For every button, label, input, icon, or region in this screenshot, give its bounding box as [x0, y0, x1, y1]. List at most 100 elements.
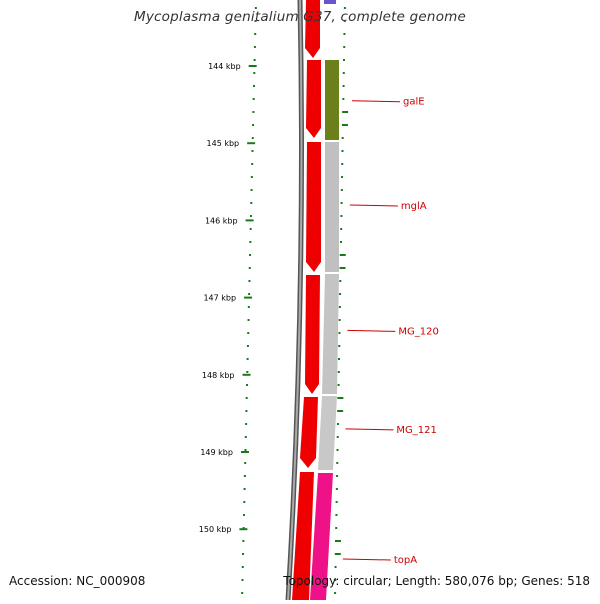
- gc-skew-dot: [338, 332, 341, 334]
- coordinate-ticks: 144 kbp 145 kbp 146 kbp 147 kbp 148 kbp 149 k…: [199, 62, 257, 534]
- backbone-ring-light: [287, 0, 303, 601]
- gc-skew-dot: [335, 488, 338, 490]
- gene-track: [310, 0, 339, 600]
- gc-skew-dot: [334, 553, 341, 555]
- gc-skew-dot: [248, 280, 251, 282]
- gc-skew-dot: [254, 7, 257, 9]
- gc-skew-dot: [247, 332, 250, 334]
- gc-skew-dot: [334, 592, 337, 594]
- gc-skew-dot: [241, 579, 244, 581]
- cds-block: [292, 472, 314, 600]
- gc-skew-dot: [254, 33, 257, 35]
- gene-label-galE: galE: [403, 97, 425, 108]
- gc-skew-dot: [338, 306, 341, 308]
- gc-skew-dot: [342, 98, 345, 100]
- gc-skew-dot: [335, 527, 338, 529]
- gene-leader-line: [347, 329, 396, 332]
- gc-skew-right-trace: [334, 7, 349, 594]
- gc-skew-dot: [249, 215, 252, 217]
- gc-skew-dot: [342, 85, 345, 87]
- gc-skew-dot: [250, 189, 253, 191]
- gc-skew-dot: [337, 371, 340, 373]
- gc-skew-dot: [249, 228, 252, 230]
- gc-skew-dot: [343, 33, 346, 35]
- cds-block: [306, 142, 321, 272]
- gc-skew-dot: [246, 345, 249, 347]
- gc-skew-dot: [340, 202, 343, 204]
- gc-skew-dot: [336, 436, 339, 438]
- gc-skew-left-trace: [241, 7, 257, 594]
- gc-skew-dot: [337, 397, 344, 399]
- gc-skew-dot: [252, 85, 255, 87]
- gc-skew-dot: [253, 46, 256, 48]
- cds-block: [306, 60, 321, 138]
- tick-label: 147 kbp: [203, 294, 236, 303]
- gc-skew-dot: [248, 293, 251, 295]
- gc-skew-dot: [242, 553, 245, 555]
- gc-skew-dot: [334, 540, 341, 542]
- gene-label-topA: topA: [394, 555, 417, 566]
- gc-skew-dot: [343, 7, 346, 9]
- genome-summary: Topology: circular; Length: 580,076 bp; …: [283, 574, 590, 588]
- gene-leader-line: [342, 558, 391, 561]
- genome-title: Mycoplasma genitalium G37, complete geno…: [133, 9, 467, 25]
- gc-skew-dot: [246, 384, 249, 386]
- gc-skew-dot: [341, 124, 348, 126]
- gene-block-purple: [324, 0, 336, 4]
- gc-skew-dot: [244, 462, 247, 464]
- gc-skew-dot: [336, 475, 339, 477]
- gc-skew-dot: [242, 527, 245, 529]
- gene-block-galE: [325, 60, 339, 140]
- gene-leader-line: [349, 204, 398, 207]
- gc-skew-dot: [334, 579, 337, 581]
- gc-skew-dot: [241, 592, 244, 594]
- gene-block-topA: [310, 473, 333, 600]
- gc-skew-dot: [244, 436, 247, 438]
- gc-skew-dot: [253, 72, 256, 74]
- gc-skew-dot: [342, 72, 345, 74]
- gc-skew-dot: [247, 319, 250, 321]
- gene-label-mglA: mglA: [401, 201, 427, 212]
- gc-skew-dot: [340, 215, 343, 217]
- gc-skew-dot: [243, 488, 246, 490]
- tick-label: 146 kbp: [205, 216, 238, 225]
- gc-skew-dot: [252, 111, 255, 113]
- gc-skew-dot: [340, 189, 343, 191]
- gc-skew-dot: [253, 59, 256, 61]
- gc-skew-dot: [247, 306, 250, 308]
- gc-skew-dot: [242, 540, 245, 542]
- gc-skew-dot: [338, 319, 341, 321]
- gc-skew-dot: [337, 384, 340, 386]
- forward-cds-track: [292, 0, 321, 600]
- gc-skew-dot: [341, 137, 344, 139]
- gc-skew-dot: [245, 423, 248, 425]
- gene-label-MG_121: MG_121: [396, 425, 436, 436]
- gc-skew-dot: [251, 163, 254, 165]
- gc-skew-dot: [343, 59, 345, 61]
- gc-skew-dot: [339, 280, 342, 282]
- tick-label: 149 kbp: [200, 448, 233, 457]
- gc-skew-dot: [338, 358, 341, 360]
- gc-skew-dot: [339, 254, 346, 256]
- gc-skew-dot: [243, 475, 246, 477]
- gene-leader-line: [351, 100, 400, 103]
- gene-labels: galE mglA MG_120 MG_121 topA: [342, 97, 439, 566]
- gc-skew-dot: [249, 254, 252, 256]
- gc-skew-dot: [248, 267, 251, 269]
- gc-skew-dot: [252, 98, 255, 100]
- gc-skew-dot: [250, 202, 253, 204]
- gc-skew-dot: [250, 176, 253, 178]
- gc-skew-dot: [334, 566, 337, 568]
- gene-block-MG_121: [318, 396, 337, 470]
- gc-skew-dot: [244, 449, 247, 451]
- gc-skew-dot: [252, 124, 255, 126]
- gc-skew-dot: [339, 293, 342, 295]
- cds-block: [305, 275, 320, 394]
- accession-label: Accession: NC_000908: [9, 574, 146, 588]
- tick-label: 148 kbp: [202, 371, 235, 380]
- gc-skew-dot: [338, 345, 341, 347]
- gc-skew-dot: [341, 150, 344, 152]
- cds-block: [305, 0, 320, 58]
